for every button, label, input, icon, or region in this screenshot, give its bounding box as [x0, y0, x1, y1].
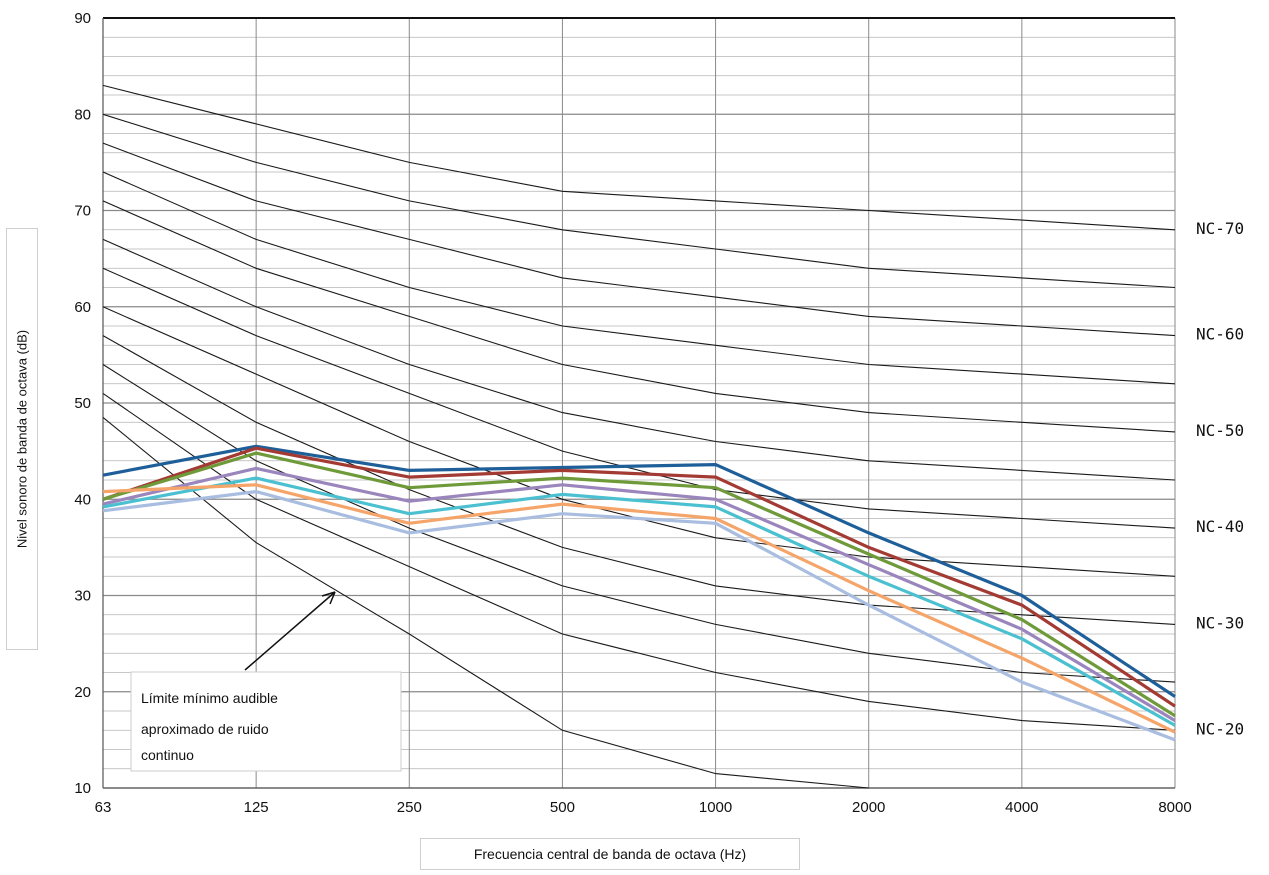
nc-curve-10: [102, 392, 1176, 731]
nc-curve-4: [102, 200, 1176, 433]
y-tick-label: 50: [74, 395, 91, 412]
nc-curve-labels: NC-70 NC-60 NC-50 NC-40 NC-30 NC-20: [1196, 219, 1244, 739]
nc-label: NC-20: [1196, 719, 1244, 738]
y-tick-label: 10: [74, 780, 91, 797]
series-line-6: [102, 483, 1176, 734]
y-tick-label: 60: [74, 299, 91, 316]
x-tick-label: 125: [244, 799, 269, 816]
y-axis-label: Nivel sonoro de banda de octava (dB): [14, 329, 30, 549]
x-tick-label: 2000: [852, 799, 885, 816]
y-tick-label: 90: [74, 10, 91, 27]
nc-label: NC-40: [1196, 517, 1244, 536]
y-axis-label-box: Nivel sonoro de banda de octava (dB): [6, 228, 38, 650]
series-line-5: [102, 476, 1176, 727]
x-tick-label: 4000: [1005, 799, 1038, 816]
nc-curve-6: [102, 267, 1176, 529]
nc-curve-3: [102, 171, 1176, 385]
x-tick-label: 63: [95, 799, 112, 816]
x-tick-label: 1000: [699, 799, 732, 816]
y-tick-label: 80: [74, 106, 91, 123]
nc-curve-11: [102, 416, 869, 789]
y-tick-labels: 10 20 30 40 50 60 70 80 90: [74, 10, 91, 797]
y-tick-label: 70: [74, 203, 91, 220]
nc-label: NC-60: [1196, 325, 1244, 344]
series-line-4: [102, 466, 1176, 722]
annotation-line-3: continuo: [141, 747, 194, 763]
x-tick-labels: 63 125 250 500 1000 2000 4000 8000: [95, 799, 1192, 816]
annotation-line-2: aproximado de ruido: [141, 721, 269, 737]
nc-curve-1: [102, 113, 1176, 289]
series-line-1: [102, 444, 1176, 698]
nc-curve-5: [102, 238, 1176, 481]
series-line-7: [102, 490, 1176, 742]
series-line-2: [102, 446, 1176, 708]
annotation-box: [130, 671, 402, 772]
x-axis-label: Frecuencia central de banda de octava (H…: [420, 838, 800, 870]
annotation: Límite mínimo audible aproximado de ruid…: [130, 591, 402, 772]
annotation-arrow: [244, 591, 336, 671]
nc-curve-0: [102, 84, 1176, 231]
nc-curve-2: [102, 142, 1176, 337]
measured-series: [102, 444, 1176, 742]
nc-label: NC-30: [1196, 613, 1244, 632]
x-tick-label: 250: [397, 799, 422, 816]
nc-curve-8: [102, 335, 1176, 625]
series-line-3: [102, 451, 1176, 718]
y-tick-label: 30: [74, 588, 91, 605]
annotation-line-1: Límite mínimo audible: [141, 690, 278, 706]
nc-label: NC-70: [1196, 219, 1244, 238]
annotation-arrowhead: [321, 591, 336, 605]
y-tick-label: 20: [74, 684, 91, 701]
x-tick-label: 8000: [1158, 799, 1191, 816]
x-tick-label: 500: [550, 799, 575, 816]
y-tick-label: 40: [74, 491, 91, 508]
nc-label: NC-50: [1196, 421, 1244, 440]
